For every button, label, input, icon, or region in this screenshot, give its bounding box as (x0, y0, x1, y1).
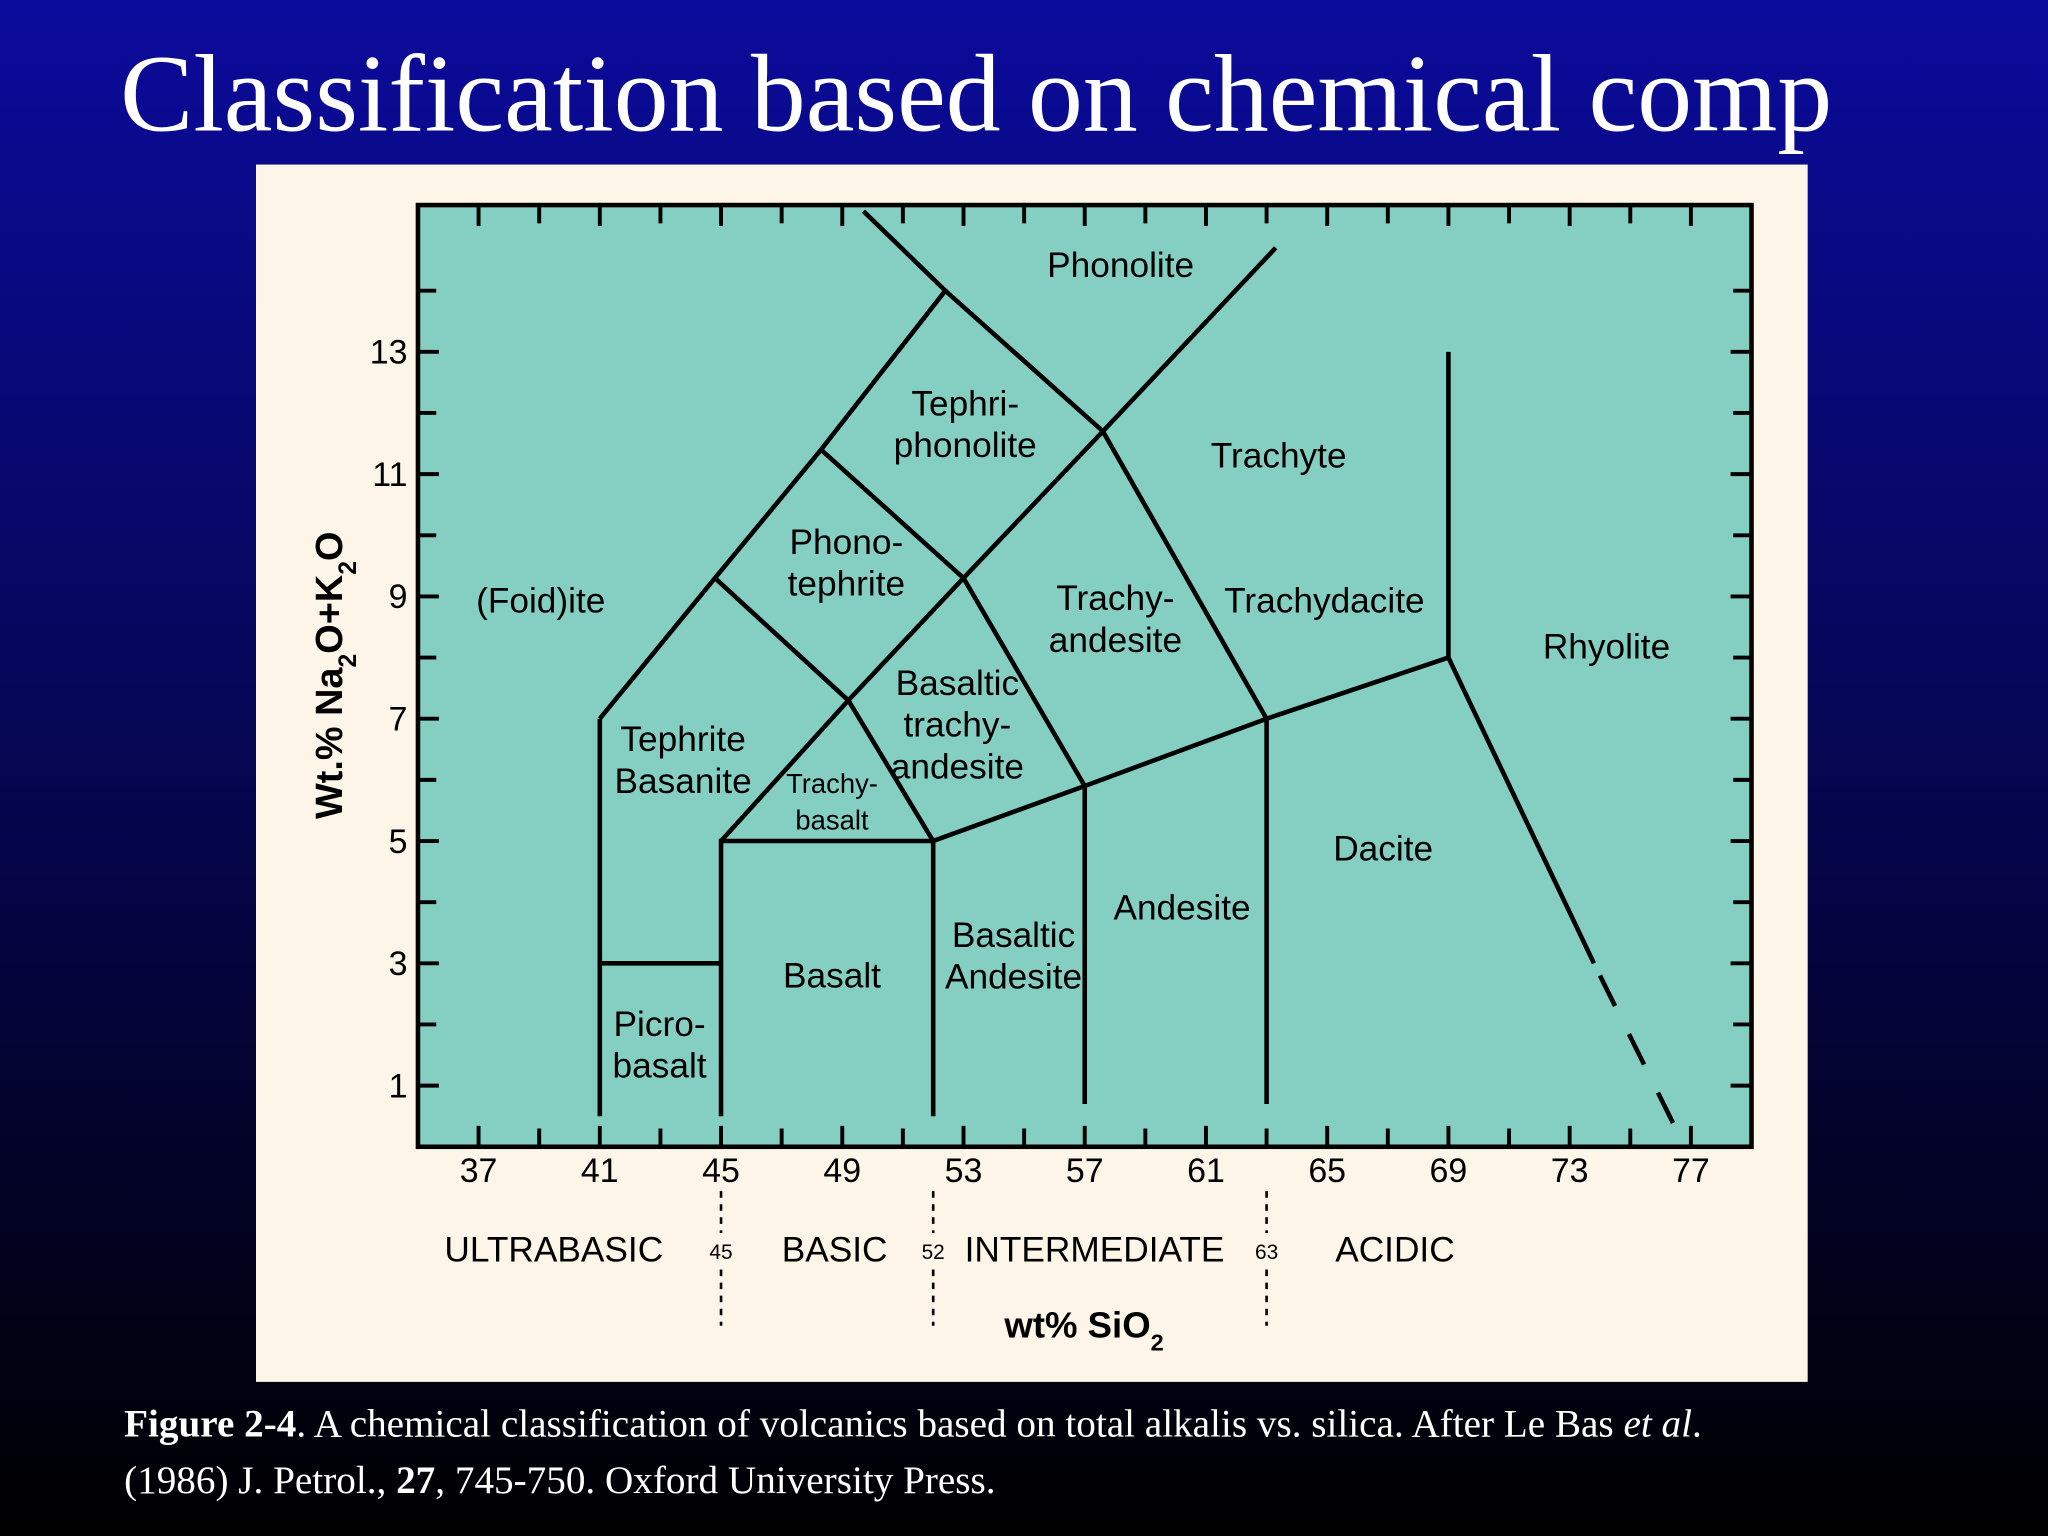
field-label: Basalt (783, 956, 881, 995)
field-label: Trachy- (1056, 579, 1174, 618)
y-tick-label: 1 (389, 1067, 408, 1105)
field-label: Trachydacite (1224, 582, 1424, 621)
y-tick-label: 3 (389, 945, 408, 983)
field-boundary (930, 351, 1451, 1117)
class-bound-label: 52 (922, 1241, 945, 1264)
silica-class: ULTRABASIC (444, 1231, 663, 1270)
y-tick-label: 5 (389, 823, 408, 861)
x-tick-label: 37 (460, 1152, 498, 1190)
subscript: 2 (335, 561, 362, 575)
silica-class: BASIC (782, 1231, 888, 1270)
caption: Figure 2-4. A chemical classification of… (124, 1403, 1702, 1502)
x-tick-label: 65 (1308, 1152, 1346, 1190)
y-tick-label: 7 (389, 700, 408, 738)
class-bound-label: 45 (709, 1241, 732, 1264)
field-label: tephrite (788, 565, 906, 604)
caption-text: (1986) J. Petrol., (124, 1459, 396, 1502)
field-label: Basanite (615, 762, 752, 801)
field-label: (Foid)ite (476, 582, 605, 621)
x-tick-label: 41 (581, 1152, 619, 1190)
x-tick-label: 57 (1066, 1152, 1104, 1190)
slide-title: Classification based on chemical comp (120, 33, 1832, 155)
caption-text: , 745-750. Oxford University Press. (435, 1459, 995, 1502)
caption-text: . (1692, 1403, 1702, 1446)
label-part: O+K (309, 575, 351, 654)
caption-text: 27 (396, 1459, 435, 1502)
silica-class: INTERMEDIATE (965, 1231, 1225, 1270)
caption-text: et al (1623, 1403, 1692, 1446)
field-label: Rhyolite (1543, 627, 1670, 666)
x-axis-label: wt% SiO2 (1003, 1304, 1163, 1355)
plot-frame (415, 202, 1754, 1150)
field-label: andesite (891, 747, 1024, 786)
label-part: wt% SiO (1003, 1304, 1150, 1345)
x-tick-label: 61 (1187, 1152, 1225, 1190)
x-tick-label: 69 (1430, 1152, 1468, 1190)
field-label: Basaltic (952, 916, 1075, 955)
x-tick-label: 73 (1551, 1152, 1589, 1190)
field-label: trachy- (904, 706, 1012, 745)
field-boundary (819, 447, 1087, 788)
x-tick-label: 49 (823, 1152, 861, 1190)
field-label: Basaltic (896, 664, 1019, 703)
field-label: Phonolite (1047, 246, 1194, 285)
field-label: andesite (1049, 621, 1182, 660)
field-label: Phono- (790, 523, 904, 562)
subscript: 2 (1151, 1329, 1164, 1355)
label-part: O (309, 532, 351, 561)
field-label: Tephri- (911, 384, 1019, 423)
x-tick-label: 53 (945, 1152, 983, 1190)
field-label: Dacite (1333, 830, 1433, 869)
field-label: Picro- (614, 1005, 706, 1044)
subscript: 2 (335, 654, 362, 668)
field-boundary (1446, 656, 1596, 965)
y-tick-label: 9 (389, 578, 408, 616)
field-label: Andesite (1113, 889, 1250, 928)
silica-class: ACIDIC (1335, 1231, 1454, 1270)
field-label: Tephrite (620, 720, 745, 759)
field-boundary (1597, 974, 1681, 1136)
field-boundary (943, 288, 1269, 720)
field-label: Trachyte (1211, 437, 1347, 476)
y-tick-label: 13 (370, 334, 408, 372)
caption-text: . A chemical classification of volcanics… (296, 1403, 1623, 1446)
x-tick-label: 45 (702, 1152, 740, 1190)
field-label: basalt (613, 1047, 707, 1086)
x-tick-label: 77 (1672, 1152, 1710, 1190)
field-label: Andesite (945, 958, 1082, 997)
class-bound-label: 63 (1255, 1241, 1278, 1264)
field-label: basalt (795, 804, 869, 835)
field-label: phonolite (894, 426, 1037, 465)
field-boundary (718, 838, 934, 1117)
label-part: Wt.% Na (309, 667, 351, 819)
y-tick-label: 11 (372, 456, 407, 494)
caption-text: Figure 2-4 (124, 1403, 296, 1446)
field-label: Trachy- (786, 768, 878, 799)
y-axis-label: Wt.% Na2O+K2O (309, 532, 362, 819)
field-boundary (598, 209, 949, 721)
tas-diagram: 37 41 45 49 53 57 61 65 69 73 77135791113Phonolite… (309, 202, 1754, 1355)
